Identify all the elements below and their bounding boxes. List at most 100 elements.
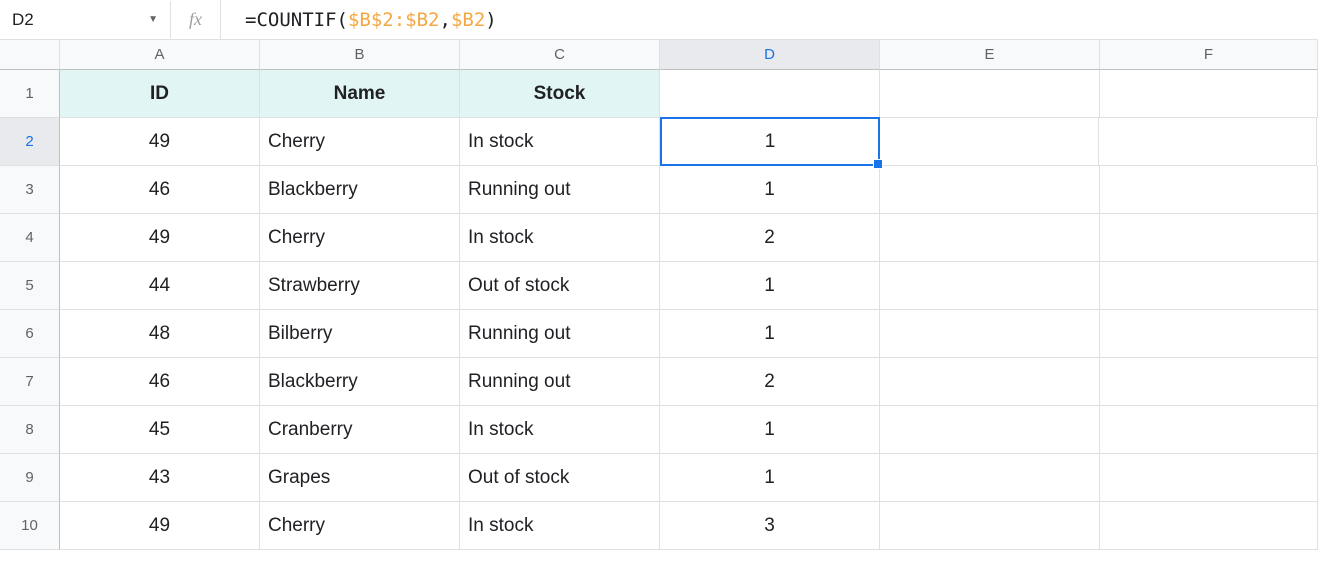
cell-A1[interactable]: ID [60,70,260,118]
cell-E3[interactable] [880,166,1100,214]
cell-B3[interactable]: Blackberry [260,166,460,214]
row-3: 346BlackberryRunning out1 [0,166,1318,214]
cell-B2[interactable]: Cherry [260,118,460,166]
cell-A7[interactable]: 46 [60,358,260,406]
cell-E4[interactable] [880,214,1100,262]
cell-B6[interactable]: Bilberry [260,310,460,358]
cell-C6[interactable]: Running out [460,310,660,358]
cell-C1[interactable]: Stock [460,70,660,118]
column-header-F[interactable]: F [1100,40,1318,70]
column-header-C[interactable]: C [460,40,660,70]
fx-icon[interactable]: fx [170,1,220,38]
cell-D9[interactable]: 1 [660,454,880,502]
cell-A2[interactable]: 49 [60,118,260,166]
row-header-4[interactable]: 4 [0,214,60,262]
cell-C4[interactable]: In stock [460,214,660,262]
formula-ref2: $B2 [451,9,485,31]
row-4: 449CherryIn stock2 [0,214,1318,262]
cell-D3[interactable]: 1 [660,166,880,214]
cell-A6[interactable]: 48 [60,310,260,358]
cell-F8[interactable] [1100,406,1318,454]
cell-B1[interactable]: Name [260,70,460,118]
cell-E6[interactable] [880,310,1100,358]
cell-B5[interactable]: Strawberry [260,262,460,310]
cell-F7[interactable] [1100,358,1318,406]
row-header-7[interactable]: 7 [0,358,60,406]
cell-F4[interactable] [1100,214,1318,262]
select-all-corner[interactable] [0,40,60,70]
row-header-1[interactable]: 1 [0,70,60,118]
cell-A9[interactable]: 43 [60,454,260,502]
cell-D1[interactable] [660,70,880,118]
cell-A4[interactable]: 49 [60,214,260,262]
row-9: 943GrapesOut of stock1 [0,454,1318,502]
formula-comma: , [439,9,450,31]
cell-B9[interactable]: Grapes [260,454,460,502]
cell-D7[interactable]: 2 [660,358,880,406]
cell-F6[interactable] [1100,310,1318,358]
cell-E1[interactable] [880,70,1100,118]
column-header-E[interactable]: E [880,40,1100,70]
cell-C9[interactable]: Out of stock [460,454,660,502]
cell-E10[interactable] [880,502,1100,550]
cell-E9[interactable] [880,454,1100,502]
name-box-dropdown-icon[interactable]: ▼ [148,14,158,25]
cell-F1[interactable] [1100,70,1318,118]
cell-B7[interactable]: Blackberry [260,358,460,406]
row-header-8[interactable]: 8 [0,406,60,454]
cell-D2[interactable]: 1 [660,117,880,166]
formula-close-paren: ) [485,9,496,31]
cell-C3[interactable]: Running out [460,166,660,214]
cell-D5[interactable]: 1 [660,262,880,310]
cell-A10[interactable]: 49 [60,502,260,550]
cell-C10[interactable]: In stock [460,502,660,550]
column-header-B[interactable]: B [260,40,460,70]
column-header-A[interactable]: A [60,40,260,70]
cell-D10[interactable]: 3 [660,502,880,550]
row-header-3[interactable]: 3 [0,166,60,214]
cell-F5[interactable] [1100,262,1318,310]
cell-F2[interactable] [1099,118,1317,166]
row-10: 1049CherryIn stock3 [0,502,1318,550]
formula-bar: D2 ▼ fx =COUNTIF($B$2:$B2,$B2) [0,0,1318,40]
cell-B4[interactable]: Cherry [260,214,460,262]
cell-E2[interactable] [879,118,1099,166]
row-6: 648BilberryRunning out1 [0,310,1318,358]
cell-E8[interactable] [880,406,1100,454]
row-header-6[interactable]: 6 [0,310,60,358]
cell-E7[interactable] [880,358,1100,406]
formula-input[interactable]: =COUNTIF($B$2:$B2,$B2) [220,0,1318,39]
row-header-10[interactable]: 10 [0,502,60,550]
spreadsheet-grid: ABCDEF 1IDNameStock249CherryIn stock1346… [0,40,1318,550]
cell-B8[interactable]: Cranberry [260,406,460,454]
name-box-value: D2 [12,10,34,30]
cell-F10[interactable] [1100,502,1318,550]
cell-E5[interactable] [880,262,1100,310]
cell-C8[interactable]: In stock [460,406,660,454]
row-header-5[interactable]: 5 [0,262,60,310]
cell-D4[interactable]: 2 [660,214,880,262]
name-box[interactable]: D2 ▼ [0,10,170,30]
row-header-9[interactable]: 9 [0,454,60,502]
cell-F9[interactable] [1100,454,1318,502]
formula-ref1: $B$2:$B2 [348,9,440,31]
cell-A3[interactable]: 46 [60,166,260,214]
row-header-2[interactable]: 2 [0,118,60,166]
cell-C7[interactable]: Running out [460,358,660,406]
cell-F3[interactable] [1100,166,1318,214]
row-7: 746BlackberryRunning out2 [0,358,1318,406]
cell-A5[interactable]: 44 [60,262,260,310]
cell-A8[interactable]: 45 [60,406,260,454]
column-header-row: ABCDEF [0,40,1318,70]
cell-D6[interactable]: 1 [660,310,880,358]
row-5: 544StrawberryOut of stock1 [0,262,1318,310]
row-2: 249CherryIn stock1 [0,118,1318,166]
cell-C2[interactable]: In stock [460,118,660,166]
cell-D8[interactable]: 1 [660,406,880,454]
column-header-D[interactable]: D [660,40,880,70]
formula-func: =COUNTIF [245,9,337,31]
cell-C5[interactable]: Out of stock [460,262,660,310]
row-8: 845CranberryIn stock1 [0,406,1318,454]
cell-B10[interactable]: Cherry [260,502,460,550]
formula-open-paren: ( [337,9,348,31]
